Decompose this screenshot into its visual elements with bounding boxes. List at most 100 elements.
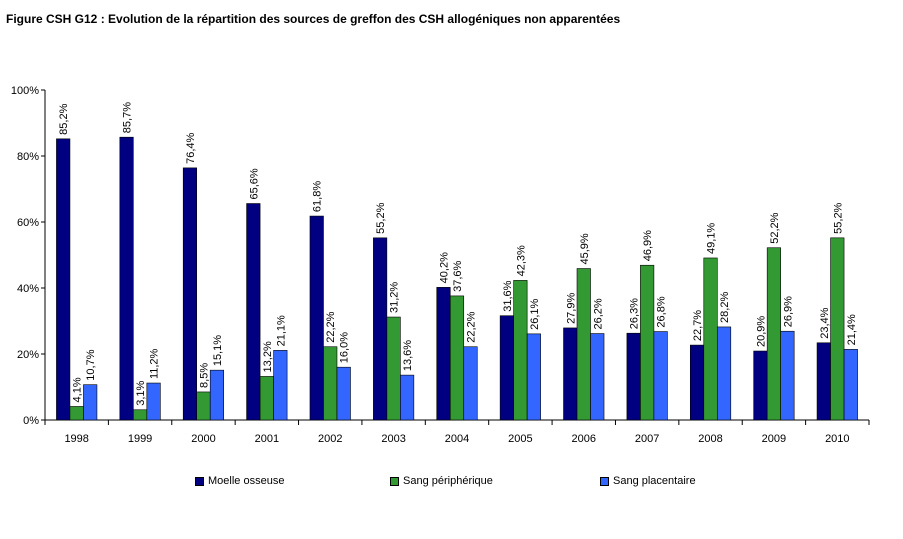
data-label: 26,3% [629,298,641,329]
bar [640,264,655,421]
bar [689,344,705,421]
bar [590,333,605,421]
bar [463,346,478,421]
data-label: 31,6% [502,280,514,311]
data-label: 28,2% [719,292,731,323]
bar [400,374,415,421]
bar [563,327,578,421]
y-tick-label: 0% [23,415,39,427]
data-label: 22,2% [466,311,478,342]
data-label: 8,5% [198,363,210,388]
data-label: 37,6% [452,261,464,292]
x-tick-label: 2006 [572,433,596,445]
chart-title: Figure CSH G12 : Evolution de la réparti… [6,12,621,26]
data-label: 20,9% [755,316,767,347]
bar [83,384,98,421]
x-tick-label: 1999 [128,433,152,445]
legend-swatch-sang-peripherique [390,476,399,486]
data-label: 23,4% [819,307,831,338]
data-label: 3,1% [135,380,147,405]
data-label: 11,2% [149,348,161,379]
bar [499,315,514,421]
data-label: 16,0% [339,332,351,363]
legend-item-moelle-osseuse: Moelle osseuse [195,475,284,487]
bar [780,330,795,421]
legend-swatch-sang-placentaire [600,476,609,486]
bar [323,346,338,421]
bar [182,167,198,421]
bar [336,366,351,421]
x-tick-label: 2000 [191,433,215,445]
data-label: 76,4% [185,132,197,163]
bar [56,138,71,421]
legend-label-moelle-osseuse: Moelle osseuse [208,475,285,487]
legend-item-sang-placentaire: Sang placentaire [600,475,696,487]
x-tick-label: 1998 [64,433,88,445]
data-label: 85,7% [122,102,134,133]
x-tick-label: 2004 [445,433,469,445]
data-label: 31,2% [389,282,401,313]
bar [816,342,831,421]
bar [576,268,591,421]
bar [196,391,211,421]
bar [830,237,845,421]
chart-legend: Moelle osseuse Sang périphérique Sang pl… [0,475,903,491]
bar [843,349,858,421]
bar [449,295,465,421]
legend-item-sang-peripherique: Sang périphérique [390,475,493,487]
bar [716,326,732,421]
bar-chart: 0% 20% 40% 60% 80% 100% 1998 1999 2000 2001 2002 20… [11,85,870,445]
data-label: 15,1% [212,335,224,366]
data-label: 46,9% [642,230,654,261]
bar [133,409,148,421]
bar [309,215,324,421]
x-tick-label: 2003 [381,433,405,445]
data-label: 52,2% [769,212,781,243]
legend-label-sang-peripherique: Sang périphérique [403,475,493,487]
bar [119,136,134,421]
data-label: 55,2% [832,202,844,233]
data-label: 42,3% [515,245,527,276]
x-tick-label: 2010 [825,433,849,445]
data-label: 26,2% [592,298,604,329]
y-tick-label: 20% [17,349,39,361]
bar [259,376,274,421]
data-label: 49,1% [706,223,718,254]
x-tick-label: 2009 [762,433,786,445]
bar [246,203,261,421]
legend-swatch-moelle-osseuse [195,476,204,486]
y-tick-label: 100% [11,85,39,97]
bar [436,287,451,421]
bar [626,332,641,421]
data-label: 13,6% [402,340,414,371]
x-tick-label: 2005 [508,433,532,445]
data-label: 45,9% [579,233,591,264]
data-label: 27,9% [565,293,577,324]
bar [146,382,161,421]
data-label: 13,2% [262,341,274,372]
bar [69,406,84,421]
data-label: 61,8% [312,181,324,212]
x-tick-label: 2001 [255,433,279,445]
data-label: 65,6% [248,168,260,199]
data-label: 21,1% [275,315,287,346]
bar [386,316,401,421]
bar [766,247,781,421]
bar [273,350,288,421]
bar [526,333,541,421]
data-label: 55,2% [375,202,387,233]
bar [209,369,225,421]
data-label: 22,7% [692,310,704,341]
legend-label-sang-placentaire: Sang placentaire [613,475,696,487]
data-label: 21,4% [846,314,858,345]
x-tick-label: 2002 [318,433,342,445]
x-tick-label: 2007 [635,433,659,445]
data-label: 26,8% [656,296,668,327]
bar [703,257,718,421]
y-tick-label: 40% [17,283,39,295]
bar [513,280,528,421]
x-tick-label: 2008 [698,433,722,445]
y-tick-label: 60% [17,217,39,229]
data-label: 4,1% [72,377,84,402]
bar [753,350,768,421]
